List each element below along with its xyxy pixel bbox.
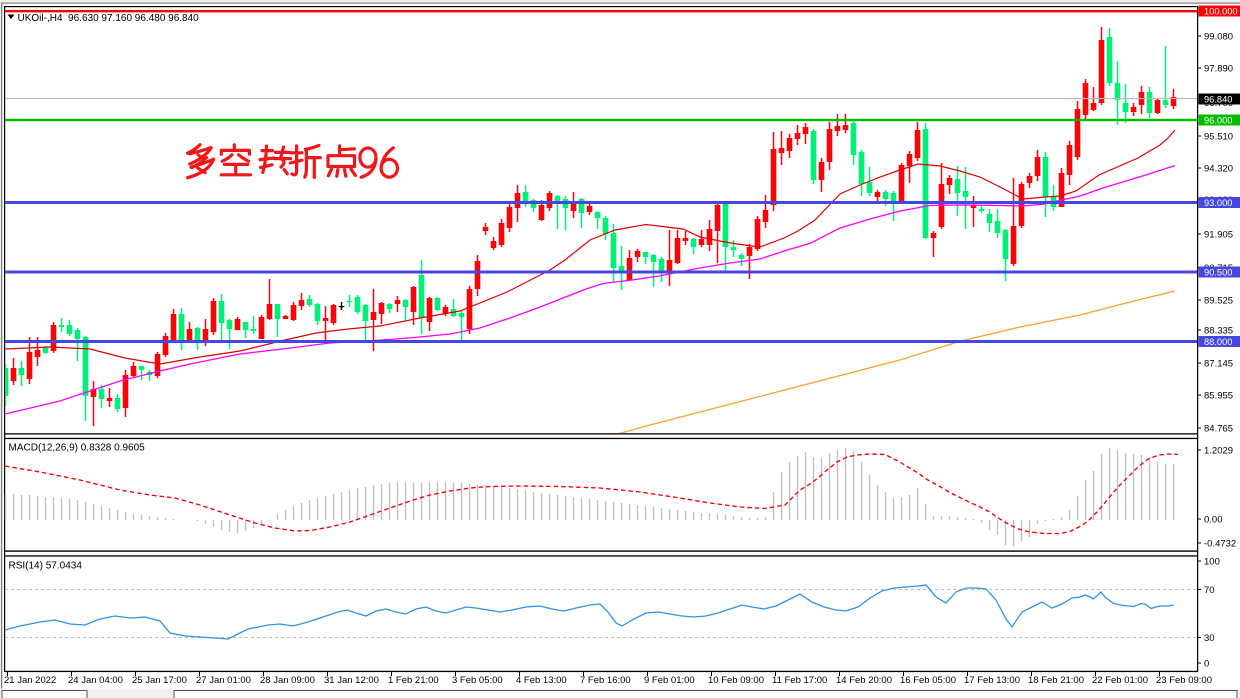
svg-text:89.525: 89.525	[1204, 295, 1233, 306]
svg-text:1.2029: 1.2029	[1204, 445, 1233, 456]
svg-text:31 Jan 12:00: 31 Jan 12:00	[324, 675, 379, 686]
svg-text:17 Feb 13:00: 17 Feb 13:00	[964, 675, 1020, 686]
svg-text:87.145: 87.145	[1204, 358, 1233, 369]
svg-text:90.500: 90.500	[1204, 268, 1232, 278]
svg-text:16 Feb 05:00: 16 Feb 05:00	[900, 675, 956, 686]
svg-text:24 Jan 04:00: 24 Jan 04:00	[68, 675, 123, 686]
svg-text:0.00: 0.00	[1204, 514, 1223, 525]
svg-text:RSI(14) 57.0434: RSI(14) 57.0434	[9, 561, 83, 572]
svg-text:1 Feb 21:00: 1 Feb 21:00	[388, 675, 439, 686]
svg-text:88.000: 88.000	[1204, 337, 1232, 347]
svg-text:27 Jan 01:00: 27 Jan 01:00	[196, 675, 251, 686]
svg-text:28 Jan 09:00: 28 Jan 09:00	[260, 675, 315, 686]
svg-text:UKOil-,H4 96.630 97.160 96.48: UKOil-,H4 96.630 97.160 96.480 96.840	[18, 13, 200, 24]
svg-text:18 Feb 21:00: 18 Feb 21:00	[1028, 675, 1084, 686]
svg-text:4 Feb 13:00: 4 Feb 13:00	[516, 675, 567, 686]
svg-text:7 Feb 16:00: 7 Feb 16:00	[580, 675, 631, 686]
svg-text:11 Feb 17:00: 11 Feb 17:00	[772, 675, 827, 686]
svg-text:88.335: 88.335	[1204, 325, 1233, 336]
svg-text:99.080: 99.080	[1204, 31, 1233, 42]
svg-text:94.320: 94.320	[1204, 163, 1233, 174]
svg-text:84.765: 84.765	[1204, 423, 1233, 434]
svg-text:100: 100	[1204, 556, 1220, 567]
svg-text:0: 0	[1204, 658, 1209, 669]
svg-text:MACD(12,26,9) 0.8328 0.9605: MACD(12,26,9) 0.8328 0.9605	[9, 443, 146, 454]
svg-text:3 Feb 05:00: 3 Feb 05:00	[452, 675, 503, 686]
svg-text:100.000: 100.000	[1204, 7, 1238, 17]
svg-text:91.905: 91.905	[1204, 229, 1233, 240]
svg-text:9 Feb 01:00: 9 Feb 01:00	[644, 675, 695, 686]
svg-text:25 Jan 17:00: 25 Jan 17:00	[132, 675, 187, 686]
svg-text:30: 30	[1204, 633, 1215, 644]
svg-text:10 Feb 09:00: 10 Feb 09:00	[708, 675, 764, 686]
svg-text:95.510: 95.510	[1204, 131, 1233, 142]
svg-text:23 Feb 09:00: 23 Feb 09:00	[1156, 675, 1212, 686]
svg-text:-0.4732: -0.4732	[1204, 538, 1236, 549]
svg-text:85.955: 85.955	[1204, 390, 1233, 401]
svg-text:93.000: 93.000	[1204, 198, 1232, 208]
svg-text:96.840: 96.840	[1204, 95, 1232, 105]
svg-text:22 Feb 01:00: 22 Feb 01:00	[1092, 675, 1148, 686]
svg-text:97.890: 97.890	[1204, 63, 1233, 74]
svg-text:70: 70	[1204, 585, 1215, 596]
svg-text:96.000: 96.000	[1204, 116, 1232, 126]
svg-text:21 Jan 2022: 21 Jan 2022	[4, 675, 56, 686]
svg-text:14 Feb 20:00: 14 Feb 20:00	[836, 675, 892, 686]
